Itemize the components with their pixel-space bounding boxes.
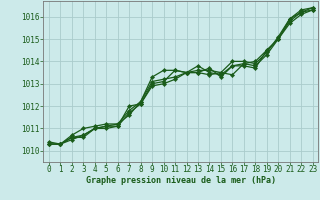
X-axis label: Graphe pression niveau de la mer (hPa): Graphe pression niveau de la mer (hPa) xyxy=(86,176,276,185)
